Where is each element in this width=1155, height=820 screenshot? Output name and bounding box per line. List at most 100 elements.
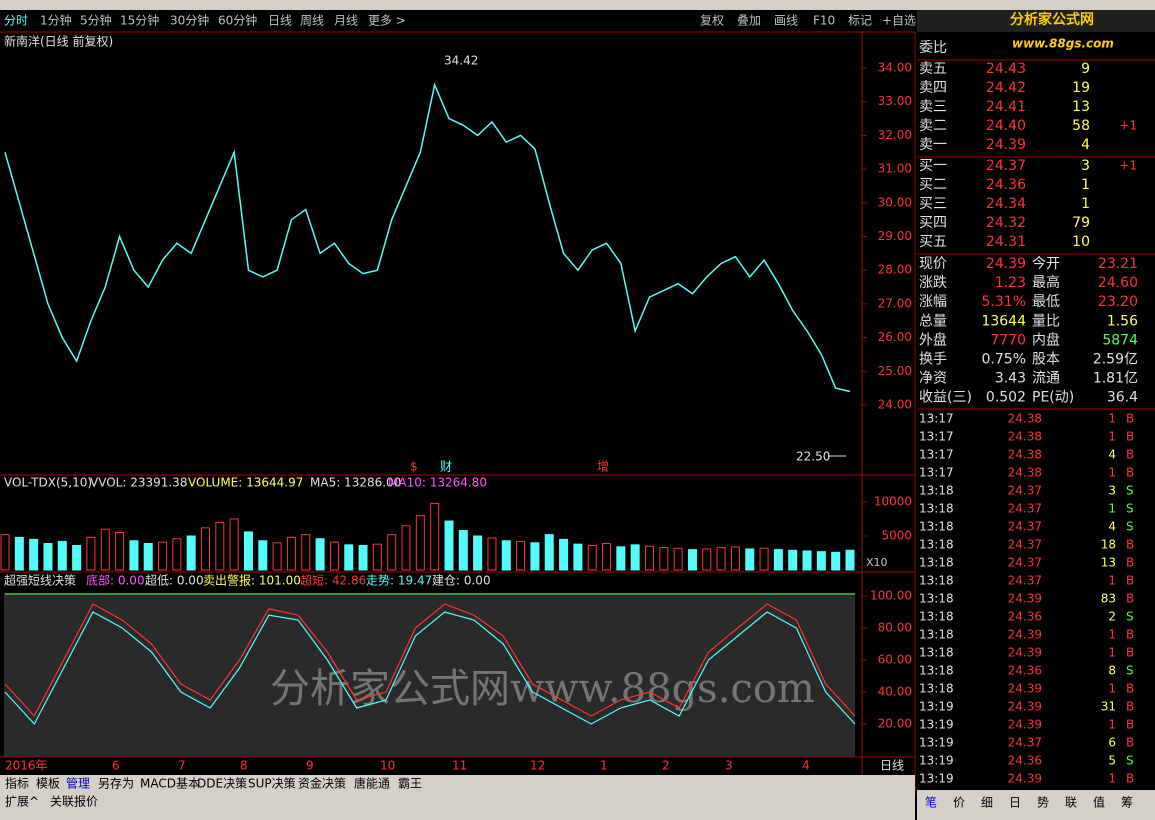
stat-value: 2.59亿	[1093, 352, 1138, 368]
right-tab[interactable]: 势	[1037, 796, 1049, 810]
toolbar-button[interactable]: F10	[813, 14, 835, 28]
tab[interactable]: 另存为	[98, 777, 134, 791]
toolbar-item[interactable]: 5分钟	[80, 13, 112, 28]
vol-bar	[315, 538, 325, 571]
tab[interactable]: 霸王	[398, 777, 422, 791]
date-label: 9	[306, 759, 314, 773]
right-tab[interactable]: 联	[1065, 796, 1077, 810]
date-label: 1	[600, 759, 608, 773]
trade-time: 13:19	[919, 700, 954, 714]
vol-bar	[286, 536, 296, 571]
trade-side: S	[1126, 484, 1134, 498]
toolbar-item[interactable]: 15分钟	[120, 13, 159, 28]
date-label: 3	[725, 759, 733, 773]
vol-header: VOL-TDX(5,10)	[4, 476, 92, 490]
right-tab-bar	[917, 790, 1155, 820]
trade-time: 13:18	[919, 556, 954, 570]
toolbar-item[interactable]: 周线	[300, 14, 324, 28]
trade-side: S	[1126, 502, 1134, 516]
toolbar-item[interactable]: 日线	[268, 14, 292, 28]
toolbar-button[interactable]: 画线	[774, 14, 798, 28]
period: 日线	[880, 759, 904, 773]
trade-time: 13:18	[919, 484, 954, 498]
tab[interactable]: 关联报价	[50, 794, 98, 809]
book-volume: 1	[1081, 196, 1090, 212]
trade-side: B	[1126, 628, 1134, 642]
toolbar-item[interactable]: 更多 >	[368, 14, 406, 28]
tab[interactable]: 唐能通	[354, 776, 390, 791]
tab[interactable]: SUP决策	[248, 777, 296, 791]
book-label: 买五	[919, 234, 947, 250]
trade-volume: 5	[1108, 754, 1116, 768]
trade-volume: 83	[1101, 592, 1116, 606]
price-tick-label: 30.00	[878, 195, 912, 209]
trade-price: 24.38	[1008, 448, 1042, 462]
trade-side: B	[1126, 646, 1134, 660]
vol-bar	[172, 538, 182, 571]
right-tab[interactable]: 日	[1009, 796, 1021, 810]
toolbar-button[interactable]: 叠加	[737, 14, 761, 28]
date-label: 12	[530, 759, 545, 773]
chart-title: 新南洋(日线 前复权)	[4, 34, 113, 49]
toolbar-item[interactable]: 分时	[4, 14, 28, 28]
right-tab[interactable]: 细	[981, 796, 993, 810]
tab[interactable]: 资金决策	[298, 776, 346, 791]
tab[interactable]: 管理	[66, 776, 90, 791]
vol-bar	[458, 530, 468, 571]
ind-tick-label: 60.00	[878, 653, 912, 667]
tab[interactable]: 扩展^	[5, 795, 39, 809]
tab[interactable]: DDE决策	[197, 777, 247, 791]
trade-volume: 1	[1108, 646, 1116, 660]
trade-price: 24.39	[1008, 592, 1042, 606]
book-label: 买三	[919, 196, 947, 212]
toolbar-button[interactable]: +自选	[882, 14, 916, 28]
book-label: 卖五	[919, 61, 947, 77]
event-marker: 增	[597, 460, 609, 474]
price-tick-label: 29.00	[878, 229, 912, 243]
trade-volume: 1	[1108, 466, 1116, 480]
right-tab[interactable]: 筹	[1121, 796, 1133, 810]
vol-bar	[759, 547, 769, 571]
vol-bar	[430, 502, 440, 571]
trade-time: 13:18	[919, 520, 954, 534]
toolbar-item[interactable]: 1分钟	[40, 13, 72, 28]
toolbar-item[interactable]: 月线	[334, 14, 358, 28]
vol-bar	[745, 548, 755, 571]
vol-bar	[630, 544, 640, 571]
right-tab[interactable]: 值	[1093, 795, 1105, 810]
ind-header: 走势: 19.47	[366, 574, 432, 588]
price-tick-label: 28.00	[878, 263, 912, 277]
toolbar-item[interactable]: 30分钟	[170, 13, 209, 28]
trade-side: B	[1126, 412, 1134, 426]
stat-value: 5.31%	[982, 294, 1026, 310]
vol-bar	[530, 542, 540, 571]
book-price: 24.37	[986, 158, 1026, 174]
vol-bar	[215, 521, 225, 571]
date-label: 7	[178, 759, 186, 773]
stat-value: 0.75%	[982, 352, 1026, 368]
book-volume: 4	[1081, 137, 1090, 153]
stat-value: 5874	[1102, 332, 1138, 348]
trade-price: 24.37	[1008, 520, 1042, 534]
tab[interactable]: 模板	[36, 777, 60, 791]
book-volume: 19	[1072, 80, 1090, 96]
fast-line	[4, 603, 856, 718]
trade-volume: 3	[1108, 484, 1116, 498]
book-label: 买二	[919, 177, 947, 193]
tab[interactable]: MACD基本	[140, 777, 200, 791]
right-tab[interactable]: 价	[953, 796, 965, 810]
trade-volume: 1	[1108, 430, 1116, 444]
vol-bar	[702, 548, 712, 571]
trade-side: S	[1126, 610, 1134, 624]
trade-price: 24.37	[1008, 574, 1042, 588]
toolbar-item[interactable]: 60分钟	[218, 13, 257, 28]
tab[interactable]: 指标	[5, 776, 29, 791]
price-tick-label: 34.00	[878, 61, 912, 75]
trade-price: 24.36	[1008, 754, 1042, 768]
toolbar-button[interactable]: 标记	[848, 14, 872, 28]
vol-bar	[673, 547, 683, 571]
trade-time: 13:19	[919, 718, 954, 732]
book-volume: 9	[1081, 61, 1090, 77]
right-tab[interactable]: 笔	[925, 795, 937, 810]
toolbar-button[interactable]: 复权	[700, 14, 724, 28]
